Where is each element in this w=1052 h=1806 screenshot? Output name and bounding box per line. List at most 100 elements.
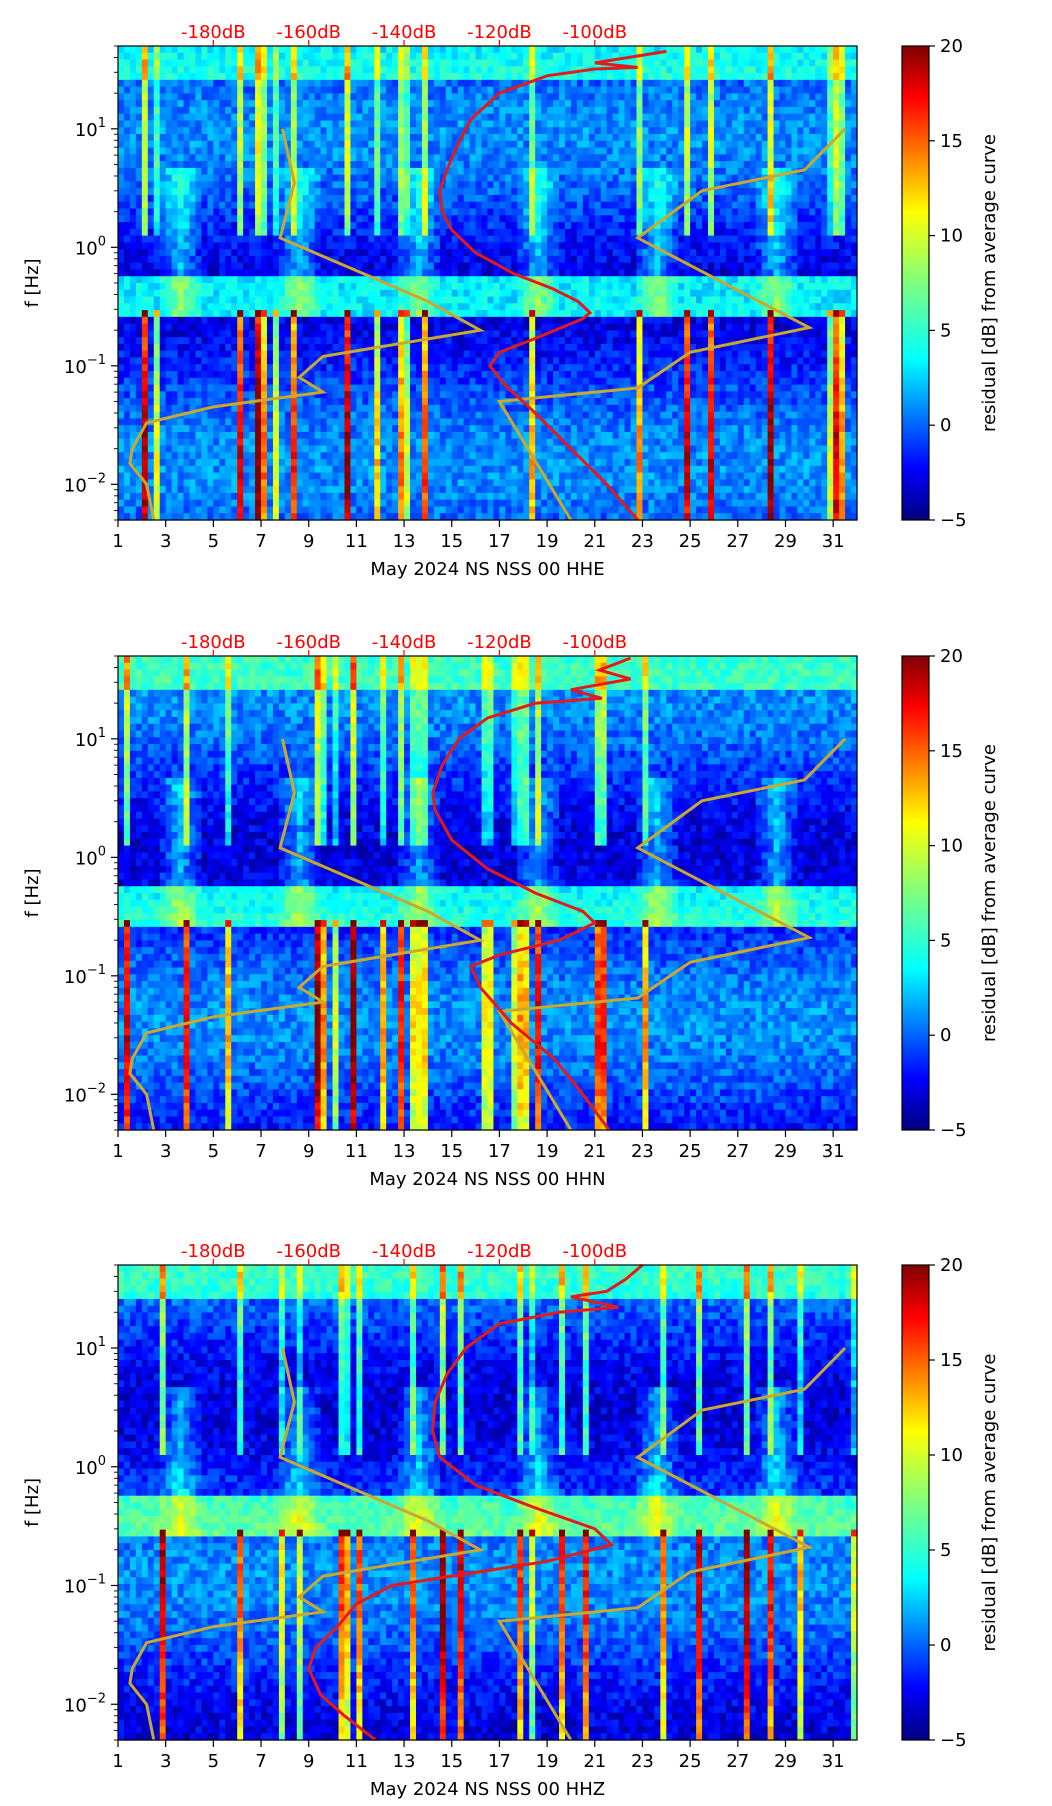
spectrogram-cell — [398, 113, 405, 122]
spectrogram-cell — [195, 127, 203, 135]
spectrogram-cell — [207, 134, 214, 142]
spectrogram-cell — [696, 303, 703, 311]
spectrogram-cell — [594, 249, 602, 257]
spectrogram-cell — [398, 310, 405, 318]
spectrogram-cell — [290, 215, 298, 223]
spectrogram-cell — [243, 181, 250, 189]
spectrogram-cell — [743, 93, 751, 101]
spectrogram-cell — [439, 66, 447, 74]
spectrogram-cell — [761, 201, 769, 210]
spectrogram-cell — [845, 140, 852, 149]
spectrogram-cell — [505, 106, 512, 115]
spectrogram-cell — [123, 303, 131, 311]
spectrogram-cell — [511, 310, 518, 318]
spectrogram-cell — [326, 296, 334, 304]
spectrogram-cell — [410, 276, 417, 284]
spectrogram-cell — [505, 73, 512, 81]
spectrogram-cell — [165, 100, 173, 108]
spectrogram-cell — [499, 215, 506, 223]
spectrogram-cell — [314, 86, 322, 94]
spectrogram-cell — [320, 174, 328, 183]
spectrogram-cell — [660, 188, 667, 196]
spectrogram-cell — [183, 310, 191, 318]
spectrogram-cell — [213, 242, 220, 250]
spectrogram-cell — [398, 201, 405, 210]
spectrogram-cell — [201, 188, 208, 196]
spectrogram-cell — [755, 188, 763, 196]
spectrogram-cell — [839, 222, 846, 230]
spectrogram-cell — [135, 120, 143, 128]
spectrogram-cell — [189, 127, 197, 135]
spectrogram-cell — [630, 201, 638, 210]
spectrogram-cell — [380, 194, 387, 203]
spectrogram-cell — [803, 310, 810, 318]
spectrogram-cell — [219, 296, 226, 304]
spectrogram-cell — [785, 147, 793, 155]
spectrogram-cell — [809, 201, 816, 210]
spectrogram-cell — [588, 289, 596, 298]
spectrogram-cell — [761, 194, 769, 203]
spectrogram-cell — [517, 255, 524, 264]
spectrogram-cell — [153, 188, 161, 196]
spectrogram-cell — [708, 86, 715, 94]
spectrogram-cell — [737, 215, 745, 223]
spectrogram-cell — [582, 106, 590, 115]
spectrogram-cell — [642, 310, 650, 318]
spectrogram-cell — [582, 127, 590, 135]
spectrogram-cell — [713, 194, 721, 203]
spectrogram-cell — [338, 127, 346, 135]
spectrogram-cell — [511, 46, 518, 54]
spectrogram-cell — [243, 201, 250, 210]
spectrogram-cell — [225, 215, 232, 223]
spectrogram-cell — [618, 181, 626, 189]
spectrogram-cell — [600, 283, 608, 291]
spectrogram-cell — [541, 120, 548, 128]
spectrogram-cell — [290, 235, 298, 243]
spectrogram-cell — [773, 181, 781, 189]
spectrogram-cell — [487, 296, 495, 304]
spectrogram-cell — [141, 188, 149, 196]
spectrogram-cell — [475, 235, 483, 243]
spectrogram-cell — [320, 167, 328, 176]
spectrogram-cell — [535, 181, 542, 189]
spectrogram-cell — [564, 46, 572, 54]
spectrogram-cell — [839, 161, 846, 169]
spectrogram-cell — [296, 194, 304, 203]
spectrogram-cell — [433, 147, 441, 155]
spectrogram-cell — [457, 296, 465, 304]
spectrogram-cell — [797, 269, 804, 277]
spectrogram-cell — [785, 303, 793, 311]
spectrogram-cell — [410, 249, 417, 257]
spectrogram-cell — [475, 66, 483, 74]
spectrogram-cell — [189, 161, 197, 169]
spectrogram-cell — [141, 120, 149, 128]
spectrogram-cell — [255, 161, 262, 169]
spectrogram-cell — [207, 228, 214, 237]
spectrogram-cell — [505, 140, 512, 149]
spectrogram-cell — [803, 120, 810, 128]
spectrogram-cell — [606, 235, 614, 243]
spectrogram-cell — [404, 174, 411, 183]
spectrogram-cell — [374, 269, 381, 277]
spectrogram-cell — [189, 283, 197, 291]
spectrogram-cell — [445, 181, 453, 189]
spectrogram-cell — [290, 269, 298, 277]
spectrogram-cell — [594, 296, 602, 304]
spectrogram-cell — [618, 79, 626, 88]
spectrogram-cell — [189, 174, 197, 183]
spectrogram-cell — [141, 66, 149, 74]
spectrogram-cell — [451, 100, 459, 108]
spectrogram-cell — [767, 276, 775, 284]
spectrogram-cell — [505, 194, 512, 203]
spectrogram-cell — [660, 194, 667, 203]
spectrogram-cell — [445, 79, 453, 88]
spectrogram-cell — [815, 228, 822, 237]
spectrogram-cell — [576, 86, 584, 94]
spectrogram-cell — [469, 289, 477, 298]
spectrogram-cell — [582, 222, 590, 230]
spectrogram-cell — [141, 100, 149, 108]
spectrogram-cell — [523, 242, 530, 250]
spectrogram-cell — [666, 93, 673, 101]
spectrogram-cell — [362, 174, 369, 183]
spectrogram-cell — [499, 161, 506, 169]
